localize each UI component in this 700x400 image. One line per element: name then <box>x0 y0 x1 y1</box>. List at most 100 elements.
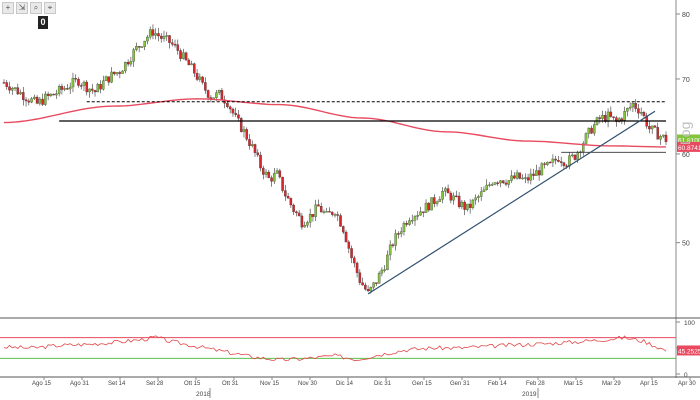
trendline <box>367 110 656 295</box>
candle-body <box>49 93 53 96</box>
candle-body <box>328 211 331 213</box>
candle-body <box>366 289 370 292</box>
candle-body <box>433 197 436 204</box>
candle-body <box>267 171 271 178</box>
candle-body <box>386 254 389 270</box>
candle-body <box>226 103 229 107</box>
x-tick-label: Dic 31 <box>374 381 392 387</box>
candle-body <box>262 167 265 175</box>
candle-body <box>284 190 287 197</box>
candle-body <box>612 116 615 118</box>
candle-body <box>504 182 508 185</box>
candle-body <box>231 108 235 114</box>
candle-body <box>278 170 282 178</box>
candle-body <box>584 133 588 144</box>
candle-body <box>468 203 472 208</box>
y-tick-label: 70 <box>682 77 690 84</box>
candle-body <box>507 180 511 185</box>
candle-body <box>661 134 665 137</box>
candle-body <box>107 76 111 83</box>
candle-body <box>601 115 604 119</box>
candle-body <box>110 71 113 83</box>
moving-average-tag-text: 60.8741 <box>678 145 700 152</box>
zoom-out-icon[interactable]: ⌖ <box>44 2 56 14</box>
candle-body <box>68 86 72 90</box>
candle-body <box>38 98 42 104</box>
candle-body <box>570 154 574 157</box>
candle-body <box>113 71 116 75</box>
candle-body <box>617 118 621 122</box>
x-tick-label: Ott 31 <box>222 381 239 387</box>
candle-body <box>598 117 602 119</box>
candle-body <box>452 195 455 201</box>
candle-body <box>85 81 89 93</box>
candle-body <box>201 76 204 83</box>
candle-body <box>590 127 593 134</box>
candle-body <box>126 61 130 65</box>
candle-body <box>319 206 323 213</box>
candle-body <box>30 98 33 103</box>
candle-body <box>93 90 97 93</box>
log-scale-label[interactable]: Log <box>677 121 693 145</box>
candle-body <box>303 225 306 228</box>
candle-body <box>350 248 353 259</box>
candle-body <box>631 103 635 108</box>
candle-body <box>339 215 342 227</box>
candle-body <box>63 88 66 90</box>
candle-body <box>336 214 340 216</box>
candle-body <box>198 76 202 80</box>
candle-body <box>82 81 86 86</box>
x-tick-label: Set 14 <box>108 381 126 387</box>
candle-body <box>11 88 14 91</box>
candle-body <box>176 44 180 51</box>
candle-body <box>204 82 207 91</box>
candle-body <box>27 100 31 103</box>
x-tick-label: Ott 15 <box>184 381 201 387</box>
candle-body <box>129 61 133 65</box>
candle-body <box>295 211 298 214</box>
candle-body <box>184 52 188 61</box>
y-tick-label: 50 <box>682 241 690 248</box>
candle-body <box>463 201 466 210</box>
candle-body <box>245 129 248 140</box>
osc-tick-label: 100 <box>684 320 695 327</box>
candle-body <box>628 106 632 109</box>
last-price-tag-text: 61.8100 <box>678 137 700 144</box>
crosshair-icon[interactable]: + <box>2 2 14 14</box>
candle-body <box>13 87 17 89</box>
candle-body <box>582 143 585 152</box>
candle-body <box>165 35 168 37</box>
year-label: 2018 <box>196 391 211 398</box>
candle-body <box>513 175 516 179</box>
candle-body <box>623 111 626 121</box>
candle-body <box>275 170 279 174</box>
candle-body <box>151 29 155 36</box>
zoom-icon[interactable]: ⌕ <box>30 2 42 14</box>
candle-body <box>639 112 643 114</box>
candle-body <box>438 199 442 202</box>
candle-body <box>259 154 262 169</box>
candle-body <box>140 46 144 48</box>
candle-body <box>394 233 397 246</box>
candle-body <box>206 90 210 98</box>
candle-body <box>559 161 563 163</box>
candle-body <box>162 35 166 39</box>
candle-body <box>664 134 668 142</box>
pan-icon[interactable]: ⇲ <box>16 2 28 14</box>
candle-body <box>410 220 414 222</box>
candle-body <box>333 214 337 216</box>
candle-body <box>537 170 541 176</box>
candle-body <box>372 282 375 288</box>
candle-body <box>488 184 491 186</box>
candle-body <box>24 99 28 102</box>
candle-body <box>455 195 458 198</box>
candle-body <box>413 216 417 221</box>
candle-body <box>648 126 651 130</box>
candle-body <box>353 257 356 264</box>
y-tick-label: 80 <box>682 12 690 19</box>
candle-body <box>358 272 362 283</box>
candle-body <box>217 90 221 93</box>
candle-body <box>355 262 359 273</box>
candle-body <box>388 244 392 256</box>
